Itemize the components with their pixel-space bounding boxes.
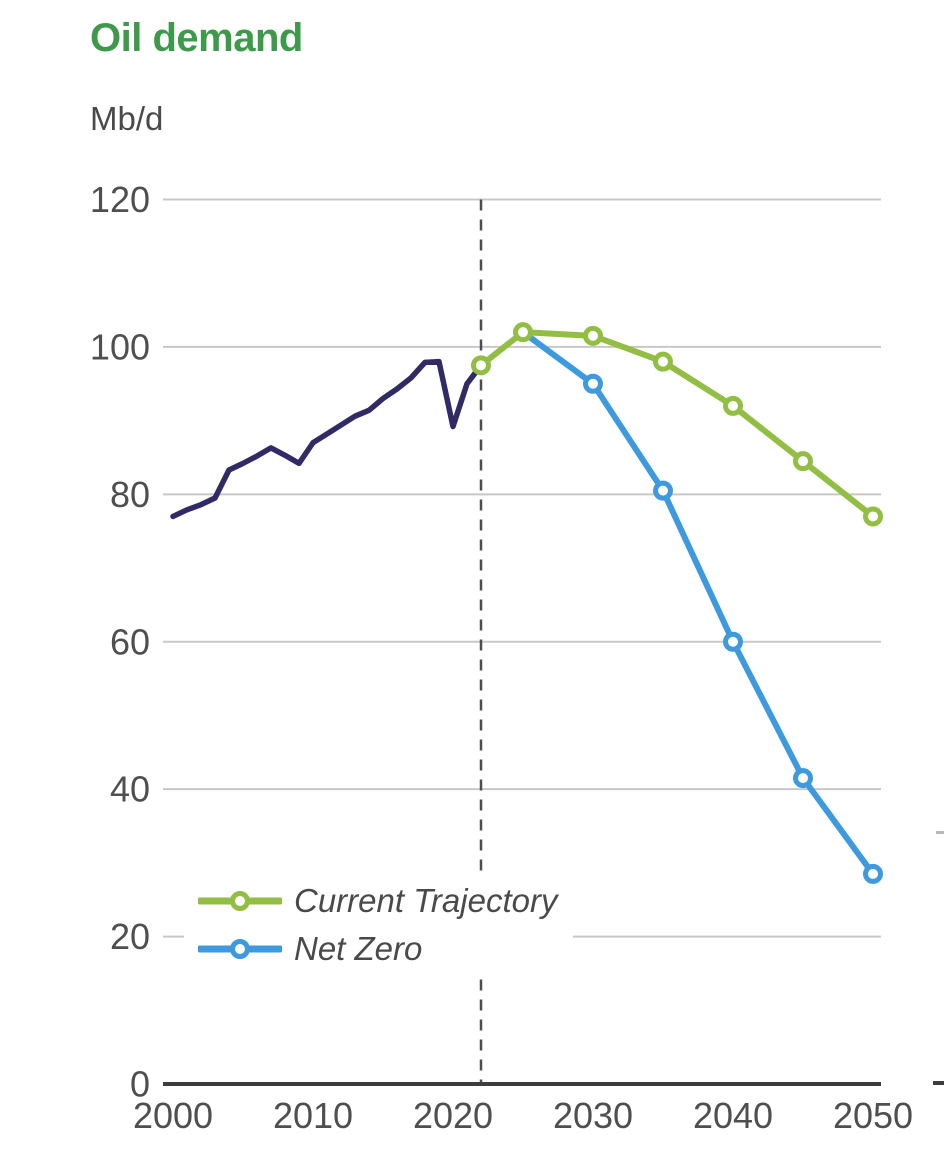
y-tick-label-40: 40 bbox=[110, 769, 150, 810]
net-zero-marker-2035 bbox=[653, 480, 673, 501]
legend-label-current-trajectory: Current Trajectory bbox=[294, 882, 558, 919]
right-edge-axis-fragment bbox=[933, 1081, 944, 1085]
legend-label-net-zero: Net Zero bbox=[294, 930, 423, 967]
y-axis-unit-label: Mb/d bbox=[90, 100, 164, 137]
net-zero-marker-2045 bbox=[793, 768, 813, 789]
current-trajectory-marker-2045 bbox=[793, 451, 813, 472]
x-tick-label-2030: 2030 bbox=[553, 1095, 633, 1136]
x-tick-label-2010: 2010 bbox=[273, 1095, 353, 1136]
y-tick-label-0: 0 bbox=[130, 1064, 150, 1105]
y-tick-label-20: 20 bbox=[110, 916, 150, 957]
net-zero-marker-2030 bbox=[583, 373, 603, 394]
current-trajectory-line bbox=[478, 329, 876, 520]
x-tick-label-2020: 2020 bbox=[413, 1095, 493, 1136]
chart-title: Oil demand bbox=[90, 16, 303, 60]
legend-circle-marker bbox=[230, 939, 250, 959]
net-zero-marker-2040 bbox=[723, 631, 743, 652]
right-edge-gridline-fragment bbox=[936, 831, 944, 834]
legend: Current Trajectory Net Zero bbox=[184, 876, 574, 976]
x-tick-label-2050: 2050 bbox=[833, 1095, 913, 1136]
net-zero-legend-line-icon bbox=[198, 939, 282, 959]
y-tick-label-80: 80 bbox=[110, 474, 150, 515]
current-trajectory-marker-2050 bbox=[863, 506, 883, 527]
current-trajectory-marker-2022 bbox=[471, 355, 491, 376]
x-tick-label-2040: 2040 bbox=[693, 1095, 773, 1136]
current-trajectory-marker-2040 bbox=[723, 395, 743, 416]
y-tick-label-120: 120 bbox=[90, 179, 150, 220]
history-line bbox=[170, 358, 484, 520]
legend-item-current-trajectory: Current Trajectory bbox=[198, 882, 557, 920]
current-trajectory-marker-2025 bbox=[513, 322, 533, 343]
x-tick-label-2000: 2000 bbox=[133, 1095, 213, 1136]
net-zero-marker-2050 bbox=[863, 863, 883, 884]
legend-circle-marker bbox=[230, 891, 250, 911]
legend-item-net-zero: Net Zero bbox=[198, 930, 557, 968]
y-tick-label-100: 100 bbox=[90, 326, 150, 367]
y-tick-label-60: 60 bbox=[110, 621, 150, 662]
current-trajectory-legend-line-icon bbox=[198, 891, 282, 911]
current-trajectory-marker-2030 bbox=[583, 325, 603, 346]
net-zero-line bbox=[520, 329, 876, 877]
current-trajectory-marker-2035 bbox=[653, 351, 673, 372]
